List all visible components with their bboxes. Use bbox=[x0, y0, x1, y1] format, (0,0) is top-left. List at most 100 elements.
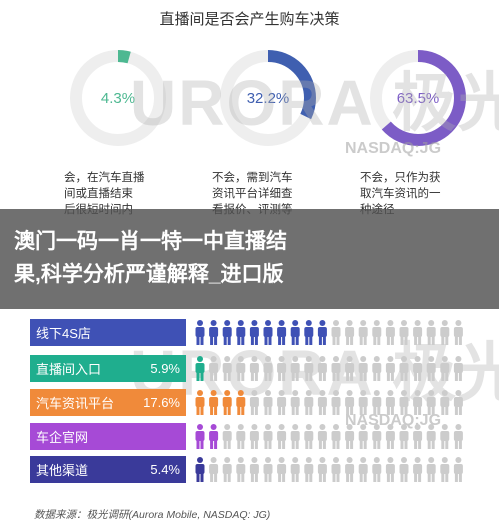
person-icon bbox=[317, 320, 327, 345]
data-source: 数据来源：极光调研(Aurora Mobile, NASDAQ: JG) bbox=[34, 509, 271, 521]
person-icon bbox=[317, 424, 327, 449]
person-icon bbox=[304, 320, 314, 345]
person-icon bbox=[372, 457, 382, 482]
person-icon bbox=[236, 320, 246, 345]
person-icon bbox=[209, 424, 219, 449]
banner-line-2: 果,科学分析严谨解释_进口版 bbox=[14, 263, 284, 286]
channel-bar: 汽车资讯平台 17.6% bbox=[30, 389, 186, 416]
person-icon bbox=[209, 457, 219, 482]
person-icon bbox=[426, 457, 436, 482]
person-icon bbox=[236, 457, 246, 482]
person-icon bbox=[358, 424, 368, 449]
person-icon bbox=[331, 457, 341, 482]
person-icon bbox=[249, 320, 259, 345]
donut-value-label: 63.5% bbox=[396, 89, 440, 107]
person-icon bbox=[426, 424, 436, 449]
person-icon bbox=[263, 457, 273, 482]
person-icon bbox=[385, 356, 395, 381]
person-icon bbox=[453, 390, 463, 415]
person-icon bbox=[290, 424, 300, 449]
person-icon bbox=[263, 390, 273, 415]
person-icon bbox=[290, 356, 300, 381]
person-icon bbox=[290, 457, 300, 482]
donut-description-line: 取汽车资讯的一 bbox=[360, 188, 441, 200]
channel-name: 车企官网 bbox=[36, 430, 89, 445]
person-icon bbox=[304, 457, 314, 482]
person-icon bbox=[426, 320, 436, 345]
watermark-top: URORA 极光 bbox=[130, 52, 499, 144]
donut-description-line: 会，在汽车直播 bbox=[64, 172, 145, 184]
person-icon bbox=[195, 320, 205, 345]
person-icon bbox=[249, 424, 259, 449]
person-icon bbox=[426, 356, 436, 381]
person-icon bbox=[345, 457, 355, 482]
person-icon bbox=[317, 356, 327, 381]
person-icon bbox=[345, 320, 355, 345]
person-icon bbox=[440, 320, 450, 345]
watermark-sub-top: NASDAQ:JG bbox=[345, 140, 442, 157]
person-icon bbox=[413, 390, 423, 415]
person-icon bbox=[222, 424, 232, 449]
person-icon bbox=[399, 390, 409, 415]
person-icon bbox=[236, 390, 246, 415]
person-icon bbox=[440, 457, 450, 482]
channel-bar: 其他渠道 5.4% bbox=[30, 456, 186, 483]
person-icon bbox=[399, 457, 409, 482]
person-icon bbox=[277, 424, 287, 449]
person-icon bbox=[209, 356, 219, 381]
person-icon bbox=[331, 320, 341, 345]
person-icon bbox=[331, 356, 341, 381]
person-icon bbox=[236, 424, 246, 449]
watermark-brand-cn-top: 极光 bbox=[392, 67, 499, 139]
donut-3: 63.5% bbox=[368, 48, 468, 148]
person-icon bbox=[222, 320, 232, 345]
person-icon bbox=[290, 320, 300, 345]
person-icon bbox=[277, 356, 287, 381]
channel-name: 线下4S店 bbox=[36, 326, 91, 341]
person-icon bbox=[222, 356, 232, 381]
donut-description-line: 不会，需到汽车 bbox=[212, 172, 293, 184]
person-icon bbox=[385, 457, 395, 482]
donut-slice bbox=[220, 50, 316, 146]
person-icon bbox=[399, 424, 409, 449]
person-icon bbox=[399, 356, 409, 381]
person-icon-row bbox=[194, 456, 470, 483]
person-icon bbox=[195, 356, 205, 381]
channel-value: 5.9% bbox=[150, 361, 180, 376]
person-icon-row bbox=[194, 423, 470, 450]
person-icon bbox=[209, 320, 219, 345]
person-icon bbox=[358, 457, 368, 482]
person-icon bbox=[195, 424, 205, 449]
person-icon bbox=[440, 390, 450, 415]
donut-2: 32.2% bbox=[218, 48, 318, 148]
donut-1: 4.3% bbox=[68, 48, 168, 148]
person-icon bbox=[209, 390, 219, 415]
watermark-brand-top: URORA bbox=[130, 67, 373, 139]
banner-line-1: 澳门一码一肖一特一中直播结 bbox=[14, 230, 287, 253]
channel-name: 直播间入口 bbox=[36, 362, 102, 377]
person-icon bbox=[249, 356, 259, 381]
person-icon bbox=[426, 390, 436, 415]
person-icon bbox=[345, 424, 355, 449]
person-icon bbox=[263, 356, 273, 381]
channel-bar: 直播间入口 5.9% bbox=[30, 355, 186, 382]
chart-title: 直播间是否会产生购车决策 bbox=[159, 11, 340, 28]
person-icon bbox=[372, 390, 382, 415]
person-icon bbox=[263, 320, 273, 345]
person-icon bbox=[413, 320, 423, 345]
person-icon bbox=[263, 424, 273, 449]
person-icon bbox=[277, 457, 287, 482]
donut-description-line: 不会，只作为获 bbox=[360, 172, 441, 184]
person-icon bbox=[317, 390, 327, 415]
person-icon-row bbox=[194, 355, 470, 382]
person-icon bbox=[413, 356, 423, 381]
person-icon bbox=[222, 390, 232, 415]
person-icon bbox=[399, 320, 409, 345]
person-icon bbox=[385, 320, 395, 345]
person-icon bbox=[304, 356, 314, 381]
person-icon bbox=[453, 424, 463, 449]
channel-value: 17.6% bbox=[143, 395, 180, 410]
person-icon bbox=[249, 457, 259, 482]
person-icon bbox=[385, 424, 395, 449]
donut-description-line: 资讯平台详细查 bbox=[212, 188, 293, 200]
